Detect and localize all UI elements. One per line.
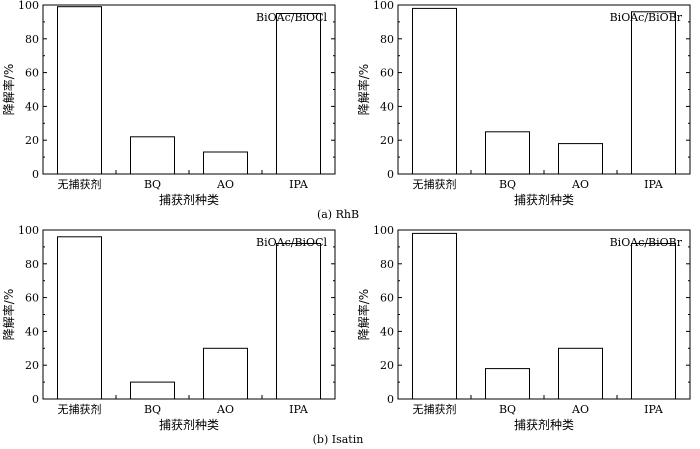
caption-b-text: (b) Isatin bbox=[313, 433, 364, 446]
chart-3-ytick-label-0: 0 bbox=[32, 393, 39, 406]
chart-1-category-label-3: AO bbox=[216, 178, 234, 191]
chart-3-category-label-2: BQ bbox=[144, 403, 161, 416]
chart-1-bar-2 bbox=[130, 136, 175, 175]
chart-1-annotation: BiOAc/BiOCl bbox=[256, 11, 327, 24]
chart-4-ytick-label-60: 60 bbox=[380, 292, 394, 305]
chart-1-ytick-label-100: 100 bbox=[18, 0, 39, 12]
chart-2-bar-4 bbox=[631, 11, 676, 175]
chart-1-bar-1 bbox=[57, 6, 102, 175]
chart-1-ytick-label-80: 80 bbox=[25, 33, 39, 46]
chart-2-ytick-label-20: 20 bbox=[380, 134, 394, 147]
chart-2-ylabel: 降解率/% bbox=[356, 64, 371, 115]
chart-3: 0 20 40 60 80 100 无捕获剂 BQ AO IPA 捕获剂种类 降解率/% BiOAc/B… bbox=[1, 224, 336, 432]
chart-4-bar-4 bbox=[631, 243, 676, 400]
chart-2-category-label-3: AO bbox=[571, 178, 589, 191]
chart-1-ytick-label-20: 20 bbox=[25, 134, 39, 147]
chart-2-ytick-label-100: 100 bbox=[373, 0, 394, 12]
chart-4-category-label-1: 无捕获剂 bbox=[413, 402, 457, 416]
chart-4-category-label-4: IPA bbox=[644, 403, 664, 416]
chart-1-category-label-1: 无捕获剂 bbox=[58, 177, 102, 191]
chart-3-ytick-label-60: 60 bbox=[25, 292, 39, 305]
caption-a: (a) RhB bbox=[317, 208, 359, 221]
chart-1-ytick-label-40: 40 bbox=[25, 100, 39, 113]
chart-4-ytick-label-40: 40 bbox=[380, 325, 394, 338]
chart-4-xlabel: 捕获剂种类 bbox=[514, 417, 574, 432]
chart-2-category-label-4: IPA bbox=[644, 178, 664, 191]
caption-b: (b) Isatin bbox=[313, 433, 364, 446]
chart-4-category-label-3: AO bbox=[571, 403, 589, 416]
chart-2-ytick-label-40: 40 bbox=[380, 100, 394, 113]
chart-2-xlabel: 捕获剂种类 bbox=[514, 192, 574, 207]
chart-4-category-label-2: BQ bbox=[499, 403, 516, 416]
chart-2-bar-1 bbox=[412, 7, 457, 175]
chart-3-ytick-label-40: 40 bbox=[25, 325, 39, 338]
chart-4-ytick-label-80: 80 bbox=[380, 258, 394, 271]
chart-2-ytick-label-0: 0 bbox=[387, 168, 394, 181]
chart-4-bar-3 bbox=[558, 347, 603, 400]
chart-1-ytick-label-60: 60 bbox=[25, 67, 39, 80]
chart-2-bar-3 bbox=[558, 143, 603, 175]
chart-2-ytick-label-60: 60 bbox=[380, 67, 394, 80]
chart-3-annotation: BiOAc/BiOCl bbox=[256, 236, 327, 249]
chart-3-ytick-label-80: 80 bbox=[25, 258, 39, 271]
chart-2-category-label-1: 无捕获剂 bbox=[413, 177, 457, 191]
chart-4-bar-1 bbox=[412, 232, 457, 400]
chart-2-ytick-label-80: 80 bbox=[380, 33, 394, 46]
chart-1-xlabel: 捕获剂种类 bbox=[159, 192, 219, 207]
chart-1-bar-3 bbox=[203, 151, 248, 175]
chart-4-ytick-label-100: 100 bbox=[373, 224, 394, 237]
chart-4: 0 20 40 60 80 100 无捕获剂 BQ AO IPA 捕获剂种类 降解率/% BiOAc/B… bbox=[356, 224, 691, 432]
chart-4-ytick-label-0: 0 bbox=[387, 393, 394, 406]
chart-1: 0 20 40 60 80 100 无捕获剂 BQ AO IPA 捕获剂种类 降解率/% BiOAc/B… bbox=[1, 0, 336, 207]
chart-4-ylabel: 降解率/% bbox=[356, 289, 371, 340]
chart-2-bar-2 bbox=[485, 131, 530, 175]
chart-1-ylabel: 降解率/% bbox=[1, 64, 16, 115]
chart-4-ytick-label-20: 20 bbox=[380, 359, 394, 372]
chart-3-xlabel: 捕获剂种类 bbox=[159, 417, 219, 432]
chart-2: 0 20 40 60 80 100 无捕获剂 BQ AO IPA 捕获剂种类 降解率/% BiOAc/B… bbox=[356, 0, 691, 207]
chart-3-ytick-label-100: 100 bbox=[18, 224, 39, 237]
caption-a-text: (a) RhB bbox=[317, 208, 359, 221]
chart-3-bar-1 bbox=[57, 236, 102, 400]
chart-3-ylabel: 降解率/% bbox=[1, 289, 16, 340]
chart-1-ytick-label-0: 0 bbox=[32, 168, 39, 181]
chart-3-bar-3 bbox=[203, 347, 248, 400]
chart-2-annotation: BiOAc/BiOBr bbox=[610, 11, 683, 24]
chart-3-bar-2 bbox=[130, 381, 175, 400]
chart-1-category-label-2: BQ bbox=[144, 178, 161, 191]
chart-2-category-label-2: BQ bbox=[499, 178, 516, 191]
chart-3-category-label-3: AO bbox=[216, 403, 234, 416]
chart-3-bar-4 bbox=[276, 243, 321, 400]
chart-3-category-label-1: 无捕获剂 bbox=[58, 402, 102, 416]
chart-4-annotation: BiOAc/BiOBr bbox=[610, 236, 683, 249]
chart-3-ytick-label-20: 20 bbox=[25, 359, 39, 372]
chart-4-bar-2 bbox=[485, 368, 530, 400]
chart-1-bar-4 bbox=[276, 13, 321, 175]
chart-3-category-label-4: IPA bbox=[289, 403, 309, 416]
chart-1-category-label-4: IPA bbox=[289, 178, 309, 191]
